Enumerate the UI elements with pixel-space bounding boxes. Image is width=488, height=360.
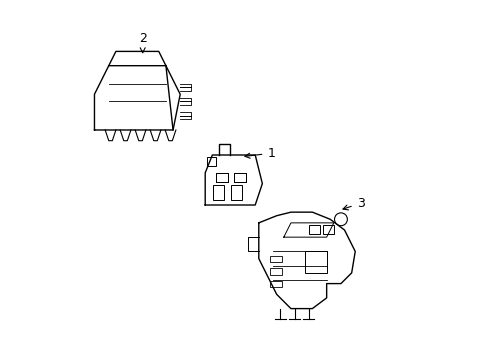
Bar: [216, 173, 228, 182]
Bar: [269, 268, 282, 275]
Bar: [269, 281, 282, 287]
Bar: [206, 157, 216, 166]
Bar: [213, 185, 224, 200]
Text: 2: 2: [139, 32, 146, 53]
Text: 3: 3: [342, 197, 364, 210]
Bar: [230, 185, 242, 200]
Bar: [233, 173, 246, 182]
Text: 1: 1: [244, 147, 275, 160]
Bar: [269, 256, 282, 262]
Bar: [323, 225, 333, 234]
Bar: [308, 225, 319, 234]
Bar: [305, 251, 326, 273]
Bar: [216, 173, 228, 182]
Bar: [233, 173, 246, 182]
